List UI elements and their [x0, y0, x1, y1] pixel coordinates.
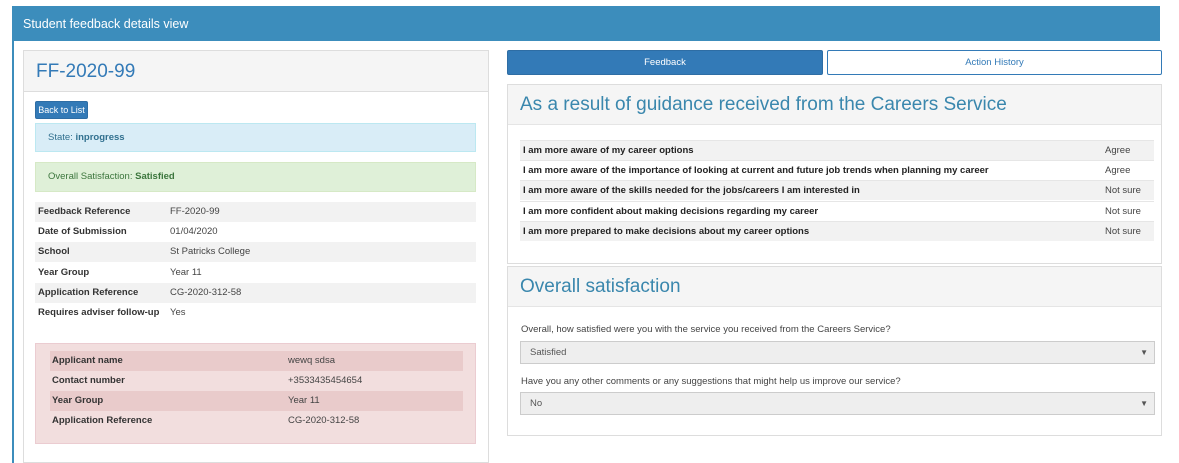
caret-down-icon: ▼: [1140, 399, 1148, 408]
guidance-question: I am more prepared to make decisions abo…: [523, 226, 810, 237]
guidance-row: I am more aware of the importance of loo…: [520, 160, 1154, 180]
applicant-details-box: Applicant name wewq sdsa Contact number …: [35, 343, 476, 444]
applicant-row: Application Reference CG-2020-312-58: [50, 411, 463, 431]
applicant-label: Year Group: [52, 395, 104, 406]
detail-value: Year 11: [170, 267, 202, 278]
overall-panel-header: Overall satisfaction: [508, 267, 1161, 307]
detail-value: CG-2020-312-58: [170, 287, 242, 298]
satisfaction-label: Overall Satisfaction:: [48, 171, 136, 182]
applicant-row: Applicant name wewq sdsa: [50, 351, 463, 371]
applicant-label: Application Reference: [52, 415, 153, 426]
state-label: State:: [48, 132, 76, 143]
guidance-answer: Not sure: [1105, 185, 1141, 196]
guidance-question: I am more aware of the skills needed for…: [523, 185, 860, 196]
applicant-label: Contact number: [52, 375, 125, 386]
detail-value: 01/04/2020: [170, 226, 218, 237]
summary-panel-header: FF-2020-99: [24, 51, 488, 92]
detail-row: Year Group Year 11: [35, 263, 476, 283]
page-header-title: Student feedback details view: [23, 17, 189, 31]
detail-label: Requires adviser follow-up: [38, 307, 160, 318]
applicant-row: Contact number +3533435454654: [50, 371, 463, 391]
detail-label: Feedback Reference: [38, 206, 131, 217]
guidance-title: As a result of guidance received from th…: [520, 94, 1007, 115]
satisfaction-question-label: Overall, how satisfied were you with the…: [521, 324, 891, 335]
satisfaction-select[interactable]: Satisfied ▼: [520, 341, 1155, 364]
guidance-row: I am more aware of my career options Agr…: [520, 140, 1154, 160]
applicant-row: Year Group Year 11: [50, 391, 463, 411]
satisfaction-alert: Overall Satisfaction: Satisfied: [35, 162, 476, 192]
state-alert: State: inprogress: [35, 123, 476, 152]
guidance-row: I am more prepared to make decisions abo…: [520, 221, 1154, 241]
comments-select-value: No: [530, 398, 543, 409]
guidance-question: I am more aware of my career options: [523, 145, 694, 156]
page-header: Student feedback details view: [12, 6, 1160, 41]
guidance-answer: Not sure: [1105, 206, 1141, 217]
guidance-row: I am more confident about making decisio…: [520, 201, 1154, 221]
applicant-value: wewq sdsa: [288, 355, 335, 366]
overall-title: Overall satisfaction: [520, 276, 681, 297]
detail-row: Feedback Reference FF-2020-99: [35, 202, 476, 222]
applicant-label: Applicant name: [52, 355, 123, 366]
satisfaction-select-value: Satisfied: [530, 347, 567, 358]
left-accent-rail: [12, 41, 14, 463]
feedback-title: FF-2020-99: [36, 61, 136, 82]
comments-select[interactable]: No ▼: [520, 392, 1155, 415]
guidance-question: I am more aware of the importance of loo…: [523, 165, 989, 176]
applicant-value: Year 11: [288, 395, 320, 406]
detail-label: Application Reference: [38, 287, 139, 298]
detail-value: FF-2020-99: [170, 206, 220, 217]
detail-value: Yes: [170, 307, 186, 318]
applicant-value: CG-2020-312-58: [288, 415, 360, 426]
guidance-answer: Agree: [1105, 165, 1131, 176]
caret-down-icon: ▼: [1140, 348, 1148, 357]
guidance-answer: Not sure: [1105, 226, 1141, 237]
tab-feedback[interactable]: Feedback: [507, 50, 823, 75]
guidance-panel: As a result of guidance received from th…: [507, 84, 1162, 264]
overall-satisfaction-panel: Overall satisfaction Overall, how satisf…: [507, 266, 1162, 436]
detail-row: Application Reference CG-2020-312-58: [35, 283, 476, 303]
tab-action-history[interactable]: Action History: [827, 50, 1162, 75]
detail-label: Date of Submission: [38, 226, 127, 237]
comments-question-label: Have you any other comments or any sugge…: [521, 376, 901, 387]
detail-row: Requires adviser follow-up Yes: [35, 303, 476, 323]
state-value: inprogress: [75, 132, 125, 143]
satisfaction-value: Satisfied: [135, 171, 175, 182]
detail-label: Year Group: [38, 267, 90, 278]
back-to-list-button[interactable]: Back to List: [35, 101, 88, 119]
guidance-row: I am more aware of the skills needed for…: [520, 180, 1154, 200]
detail-row: Date of Submission 01/04/2020: [35, 222, 476, 242]
detail-value: St Patricks College: [170, 246, 251, 257]
guidance-answer: Agree: [1105, 145, 1131, 156]
guidance-panel-header: As a result of guidance received from th…: [508, 85, 1161, 125]
applicant-value: +3533435454654: [288, 375, 363, 386]
detail-label: School: [38, 246, 70, 257]
detail-row: School St Patricks College: [35, 242, 476, 262]
guidance-question: I am more confident about making decisio…: [523, 206, 819, 217]
